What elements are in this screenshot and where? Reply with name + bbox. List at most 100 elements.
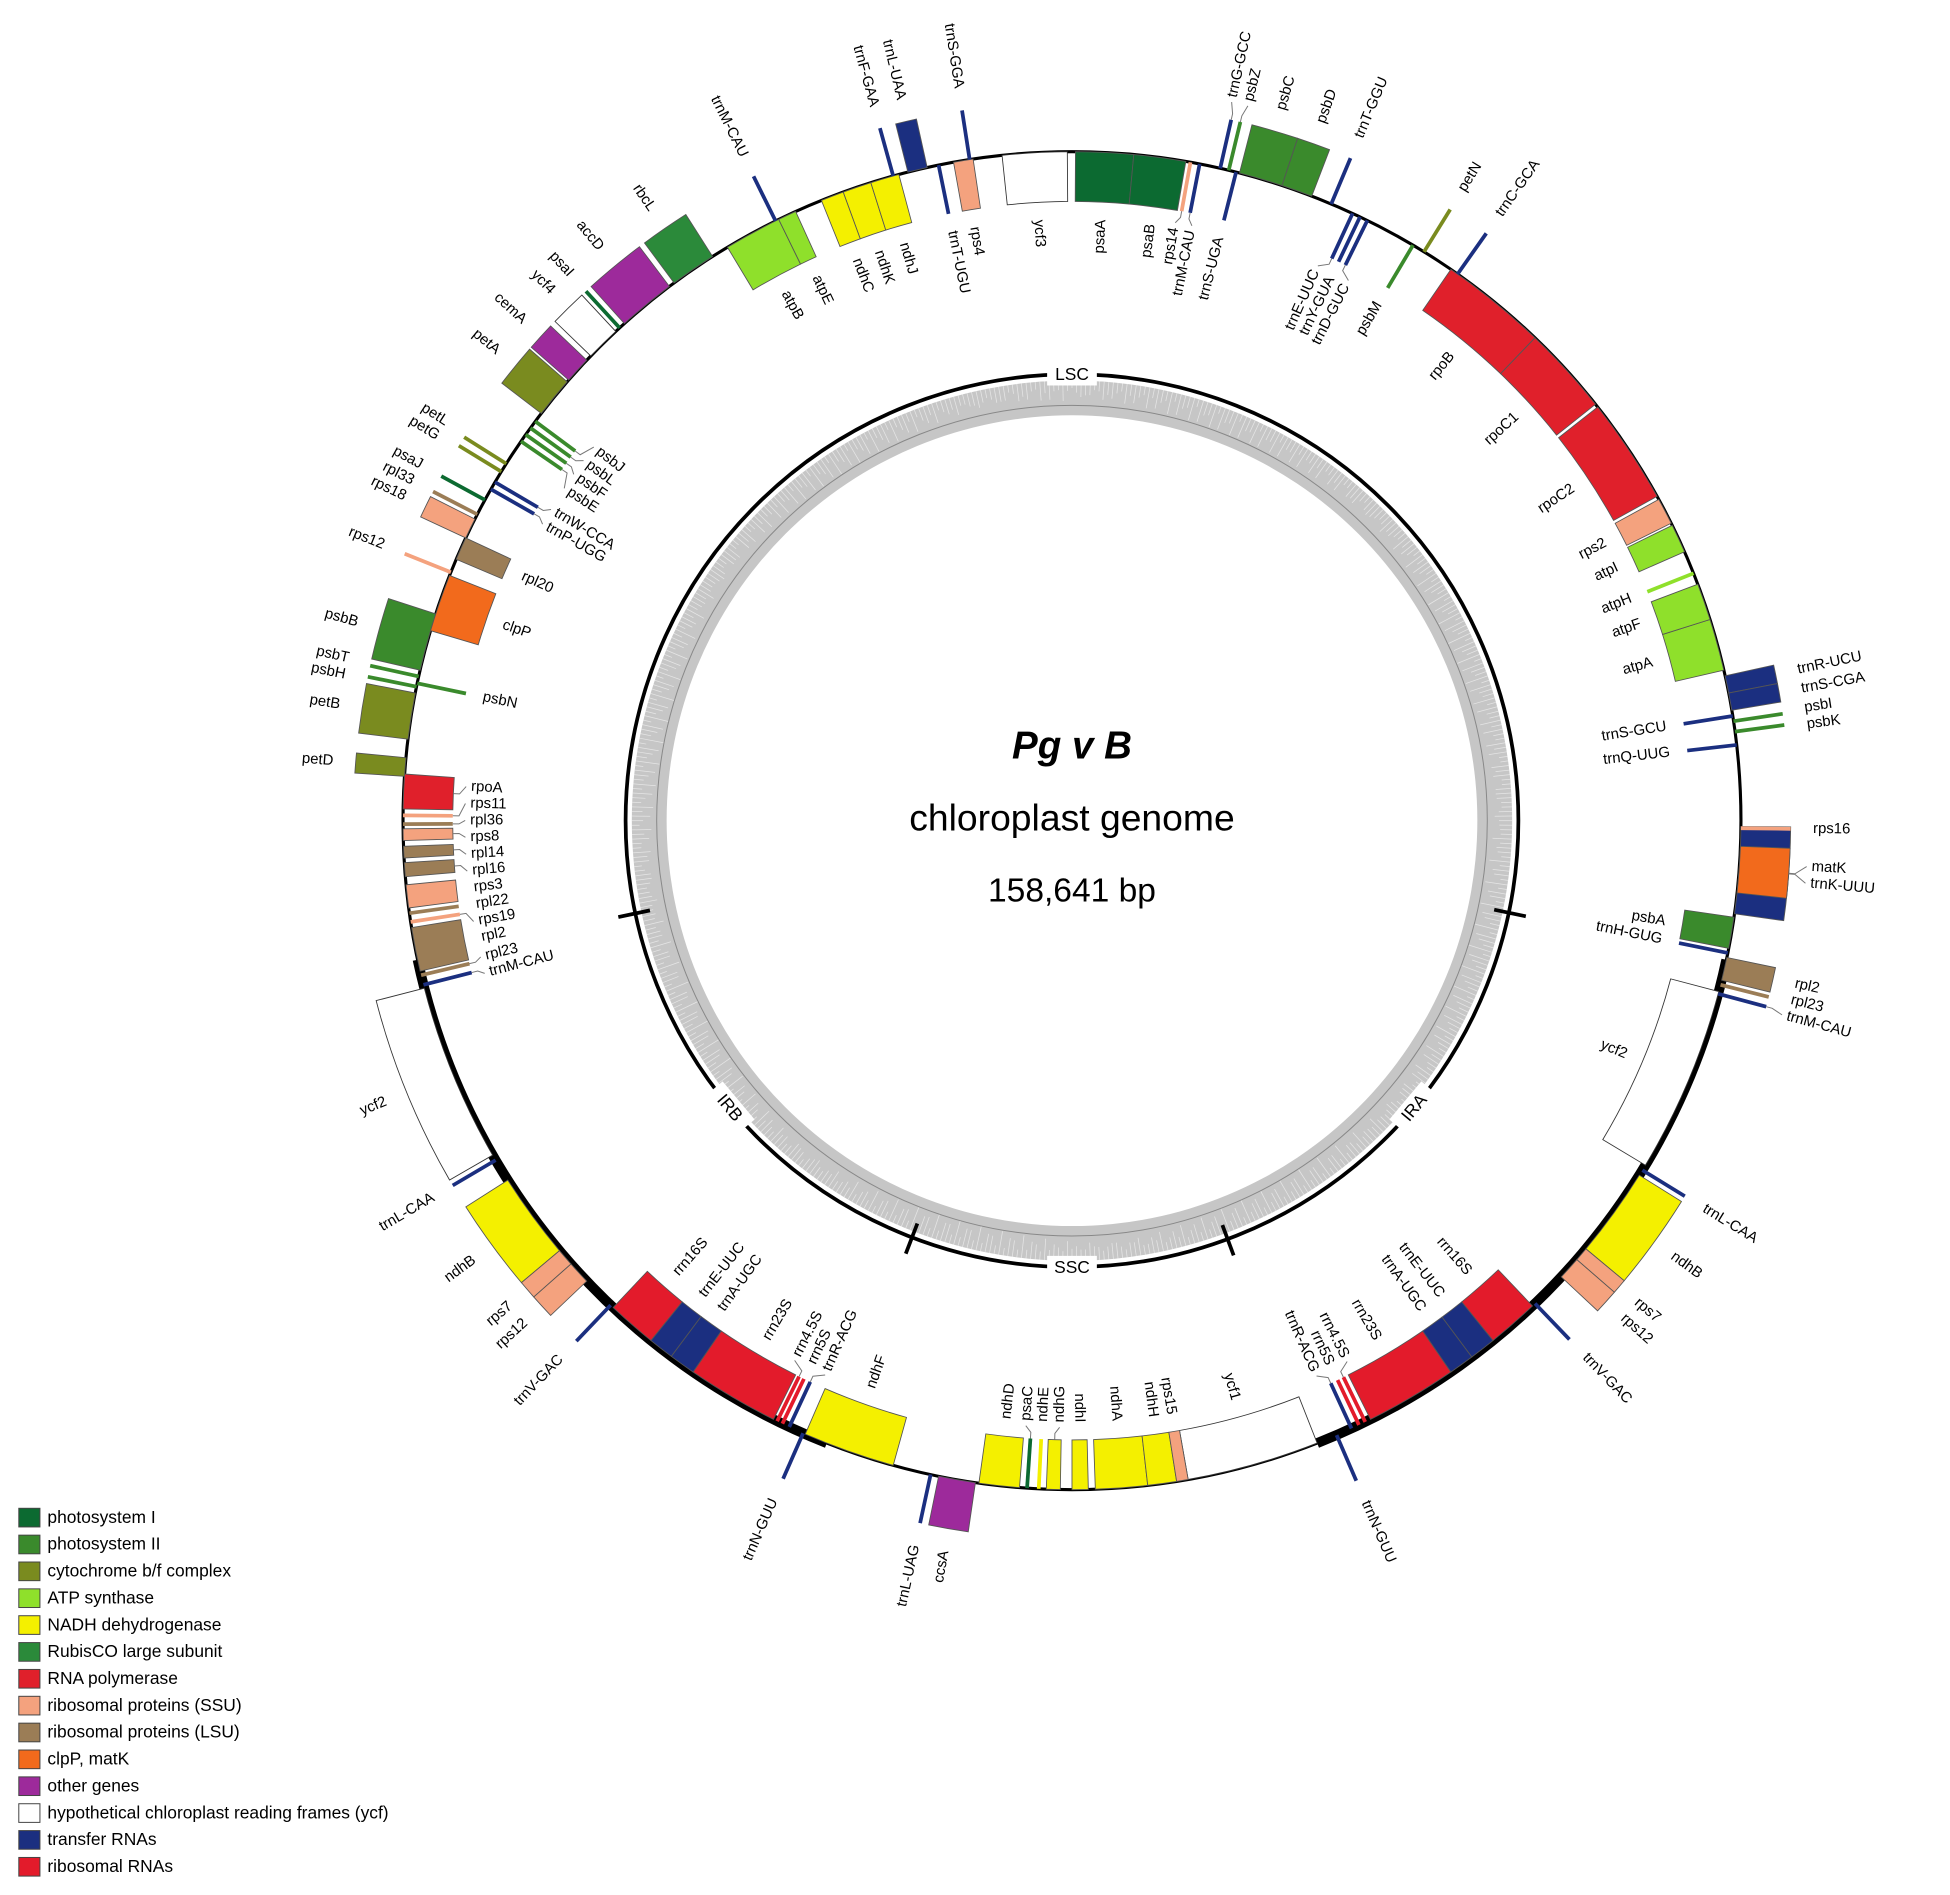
gene bbox=[1627, 524, 1686, 573]
gc-notch bbox=[905, 1220, 910, 1229]
gc-notch bbox=[1501, 783, 1511, 785]
gc-notch bbox=[692, 596, 706, 604]
gene bbox=[524, 433, 568, 465]
gc-notch bbox=[1007, 1238, 1011, 1257]
gc-notch bbox=[673, 1003, 683, 1009]
gc-notch bbox=[1427, 1061, 1437, 1069]
gc-notch bbox=[1461, 974, 1482, 984]
gene bbox=[1641, 1168, 1686, 1198]
gc-notch bbox=[1133, 385, 1137, 404]
gene-label: rps12 bbox=[346, 523, 387, 553]
leader-line bbox=[561, 469, 568, 489]
gc-notch bbox=[1349, 1142, 1360, 1155]
gc-notch bbox=[1453, 985, 1477, 996]
gene bbox=[403, 552, 452, 574]
legend-swatch bbox=[18, 1534, 41, 1555]
leader-line bbox=[1340, 1361, 1348, 1378]
gc-notch bbox=[1474, 658, 1482, 662]
gc-notch bbox=[654, 955, 671, 962]
gc-notch bbox=[1316, 1157, 1332, 1177]
gc-notch bbox=[1120, 1246, 1123, 1258]
gc-notch bbox=[1175, 394, 1182, 415]
leader-line bbox=[1239, 105, 1249, 123]
gc-notch bbox=[1495, 788, 1512, 790]
gc-notch bbox=[664, 983, 673, 988]
gc-notch bbox=[1039, 1251, 1041, 1260]
gc-notch bbox=[653, 684, 670, 691]
gene bbox=[1740, 826, 1791, 831]
gc-notch bbox=[1415, 1064, 1432, 1076]
gc-notch bbox=[1363, 499, 1374, 511]
gc-notch bbox=[1011, 1240, 1015, 1257]
gene-label: psbA bbox=[1630, 907, 1666, 929]
gc-notch bbox=[1475, 975, 1484, 979]
gc-notch bbox=[718, 1073, 732, 1084]
gc-notch bbox=[909, 1207, 920, 1231]
legend-label: transfer RNAs bbox=[47, 1829, 157, 1849]
gene-label: ndhJ bbox=[896, 240, 921, 276]
gene bbox=[590, 246, 671, 325]
gc-notch bbox=[710, 1057, 731, 1073]
gc-notch bbox=[791, 481, 807, 500]
gc-notch bbox=[681, 1016, 698, 1025]
gene bbox=[643, 213, 714, 284]
gc-notch bbox=[1312, 1167, 1324, 1183]
gene-label: cemA bbox=[491, 289, 531, 327]
gc-notch bbox=[1452, 624, 1467, 633]
gene bbox=[440, 474, 486, 502]
gene-label: psbB bbox=[323, 605, 360, 630]
gc-notch bbox=[656, 675, 664, 679]
gene-label: atpB bbox=[778, 287, 808, 322]
gc-notch bbox=[839, 1181, 849, 1195]
gene bbox=[405, 879, 459, 909]
gene-label: petB bbox=[308, 691, 341, 713]
gene bbox=[519, 439, 564, 472]
gc-notch bbox=[635, 877, 652, 881]
gc-notch bbox=[1137, 1237, 1142, 1256]
gc-notch bbox=[1346, 1152, 1353, 1161]
gc-notch bbox=[1444, 1035, 1454, 1042]
gc-notch bbox=[700, 1051, 708, 1057]
gc-notch bbox=[1125, 1249, 1128, 1258]
gc-notch bbox=[1493, 774, 1510, 777]
gene bbox=[432, 489, 479, 517]
gene-label: rps11 bbox=[470, 795, 507, 813]
gc-notch bbox=[1343, 478, 1350, 486]
gc-notch bbox=[839, 446, 852, 466]
gc-notch bbox=[1458, 1007, 1469, 1013]
gene bbox=[1558, 406, 1658, 522]
gene-label: trnS-GGA bbox=[941, 22, 968, 89]
gc-notch bbox=[847, 441, 861, 463]
gc-notch bbox=[940, 400, 945, 413]
gene bbox=[494, 480, 539, 509]
gc-notch bbox=[1483, 944, 1494, 949]
gc-notch bbox=[1276, 436, 1289, 457]
gene-label: ndhG bbox=[1051, 1386, 1069, 1423]
gc-notch bbox=[1172, 1231, 1178, 1249]
gc-notch bbox=[1039, 381, 1042, 401]
gc-notch bbox=[744, 525, 752, 532]
gc-notch bbox=[828, 453, 843, 475]
gc-notch bbox=[1431, 576, 1439, 583]
gene bbox=[402, 773, 455, 811]
gc-notch bbox=[1283, 1196, 1289, 1205]
gc-notch bbox=[1423, 1054, 1439, 1065]
gene-label: rps19 bbox=[477, 906, 517, 929]
leader-line bbox=[794, 1360, 803, 1377]
legend-swatch bbox=[18, 1830, 41, 1850]
gene bbox=[455, 537, 512, 580]
gc-notch bbox=[1453, 641, 1475, 651]
gc-notch bbox=[1438, 612, 1461, 625]
gene bbox=[1679, 909, 1735, 949]
gc-notch bbox=[805, 469, 811, 477]
gc-notch bbox=[1351, 490, 1364, 504]
gc-notch bbox=[1487, 701, 1497, 706]
gc-notch bbox=[1447, 608, 1458, 615]
gc-notch bbox=[1178, 1236, 1182, 1248]
gene bbox=[1720, 982, 1770, 999]
gc-notch bbox=[1491, 724, 1502, 728]
gc-notch bbox=[1443, 596, 1452, 601]
gc-notch bbox=[1489, 932, 1498, 935]
gc-notch bbox=[1249, 422, 1260, 444]
